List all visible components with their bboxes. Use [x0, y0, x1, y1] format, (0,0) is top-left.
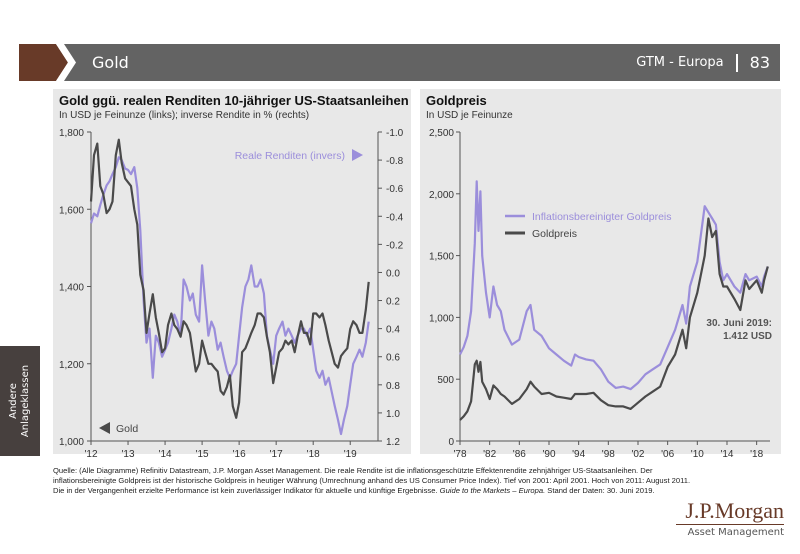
- y-right-tick-label: -0.4: [386, 212, 404, 223]
- chart-subtitle: In USD je Feinunze: [426, 110, 513, 121]
- x-tick-label: '17: [270, 449, 283, 460]
- x-tick-label: '10: [691, 449, 704, 460]
- y-tick-label: 2,000: [429, 190, 454, 201]
- header-separator: [735, 53, 738, 72]
- footnote-date: Stand der Daten: 30. Juni 2019.: [545, 486, 655, 495]
- footnote: Quelle: (Alle Diagramme) Refinitiv Datas…: [53, 466, 693, 496]
- logo-wordmark: J.P.Morgan: [685, 498, 784, 523]
- chart-title: Gold ggü. realen Renditen 10-jähriger US…: [59, 93, 409, 108]
- chart-panel-gold-vs-real-yields: Gold ggü. realen Renditen 10-jähriger US…: [53, 89, 411, 460]
- chart-title: Goldpreis: [426, 93, 487, 108]
- header-chevron: [48, 44, 76, 81]
- side-tab-label: Andere Anlageklassen: [8, 365, 32, 437]
- legend-label-inflation-adjusted: Inflationsbereinigter Goldpreis: [532, 211, 672, 223]
- side-tab-asset-class[interactable]: Andere Anlageklassen: [0, 346, 40, 456]
- x-tick-label: '14: [720, 449, 733, 460]
- y-right-tick-label: 1.0: [386, 409, 400, 420]
- y-right-tick-label: -1.0: [386, 128, 404, 139]
- chart-panel-gold-price: Goldpreis In USD je Feinunze 0 500 1,000 1,…: [420, 89, 781, 460]
- y-tick-label: 0: [448, 437, 454, 448]
- y-left-tick-label: 1,400: [59, 283, 84, 294]
- y-right-tick-label: -0.6: [386, 184, 404, 195]
- series-line-inflation-adjusted: [459, 180, 769, 391]
- side-tab-line1: Andere: [8, 383, 19, 419]
- x-tick-label: '13: [122, 449, 135, 460]
- x-tick-label: '90: [542, 449, 555, 460]
- series-line-gold-price: [459, 217, 769, 421]
- x-tick-label: '18: [307, 449, 320, 460]
- y-right-tick-label: 0.0: [386, 268, 400, 279]
- y-left-tick-label: 1,200: [59, 360, 84, 371]
- y-right-tick-label: 0.2: [386, 297, 400, 308]
- x-tick-label: '98: [602, 449, 615, 460]
- x-tick-label: '16: [233, 449, 246, 460]
- annotation-value: 1.412 USD: [723, 331, 772, 342]
- arrow-right-icon: [352, 149, 363, 161]
- y-right-tick-label: -0.8: [386, 156, 404, 167]
- y-right-tick-label: 0.4: [386, 325, 400, 336]
- jpmorgan-logo: J.P.Morgan Asset Management: [676, 499, 784, 538]
- y-right-tick-label: 0.8: [386, 381, 400, 392]
- y-right-tick-label: -0.2: [386, 240, 404, 251]
- x-tick-label: '94: [572, 449, 585, 460]
- y-left-tick-label: 1,600: [59, 205, 84, 216]
- chart-subtitle: In USD je Feinunze (links); inverse Rend…: [59, 110, 310, 121]
- chart-gold-price: 0 500 1,000 1,500 2,000 2,500 '78 '82 '86 '90 '94 '…: [429, 128, 772, 460]
- y-tick-label: 1,500: [429, 252, 454, 263]
- x-tick-label: '18: [750, 449, 763, 460]
- side-tab-line2: Anlageklassen: [20, 364, 31, 438]
- chart-gold-vs-real-yields: 1,000 1,200 1,400 1,600 1,800 -1.0 -0.8 -0.6 -0.…: [59, 128, 404, 460]
- arrow-left-icon: [99, 422, 110, 434]
- y-tick-label: 1,000: [429, 313, 454, 324]
- annotation-gold: Gold: [116, 423, 138, 435]
- annotation-date: 30. Juni 2019:: [706, 318, 772, 329]
- section-title: Gold: [92, 53, 129, 72]
- x-tick-label: '06: [661, 449, 674, 460]
- footnote-source: Quelle: (Alle Diagramme) Refinitiv Datas…: [53, 466, 691, 495]
- x-tick-label: '15: [196, 449, 209, 460]
- context-label: GTM - Europa: [636, 55, 724, 70]
- footnote-italic: Guide to the Markets – Europa.: [439, 486, 546, 495]
- y-tick-label: 2,500: [429, 128, 454, 139]
- x-tick-label: '19: [344, 449, 357, 460]
- x-tick-label: '12: [84, 449, 97, 460]
- y-tick-label: 500: [437, 375, 454, 386]
- header-bar: [64, 44, 780, 81]
- series-line-gold: [89, 138, 370, 419]
- y-right-tick-label: 0.6: [386, 353, 400, 364]
- x-tick-label: '82: [483, 449, 496, 460]
- x-tick-label: '78: [453, 449, 466, 460]
- page-number: 83: [749, 53, 770, 72]
- legend-label-gold-price: Goldpreis: [532, 228, 577, 240]
- logo-subtitle: Asset Management: [687, 527, 784, 538]
- y-left-tick-label: 1,000: [59, 437, 84, 448]
- header-context: GTM - Europa 83: [636, 44, 770, 81]
- annotation-real-yields: Reale Renditen (invers): [235, 150, 345, 162]
- x-tick-label: '02: [631, 449, 644, 460]
- x-tick-label: '14: [159, 449, 172, 460]
- logo-rule: [676, 524, 784, 525]
- y-left-tick-label: 1,800: [59, 128, 84, 139]
- y-right-tick-label: 1.2: [386, 437, 400, 448]
- x-tick-label: '86: [513, 449, 526, 460]
